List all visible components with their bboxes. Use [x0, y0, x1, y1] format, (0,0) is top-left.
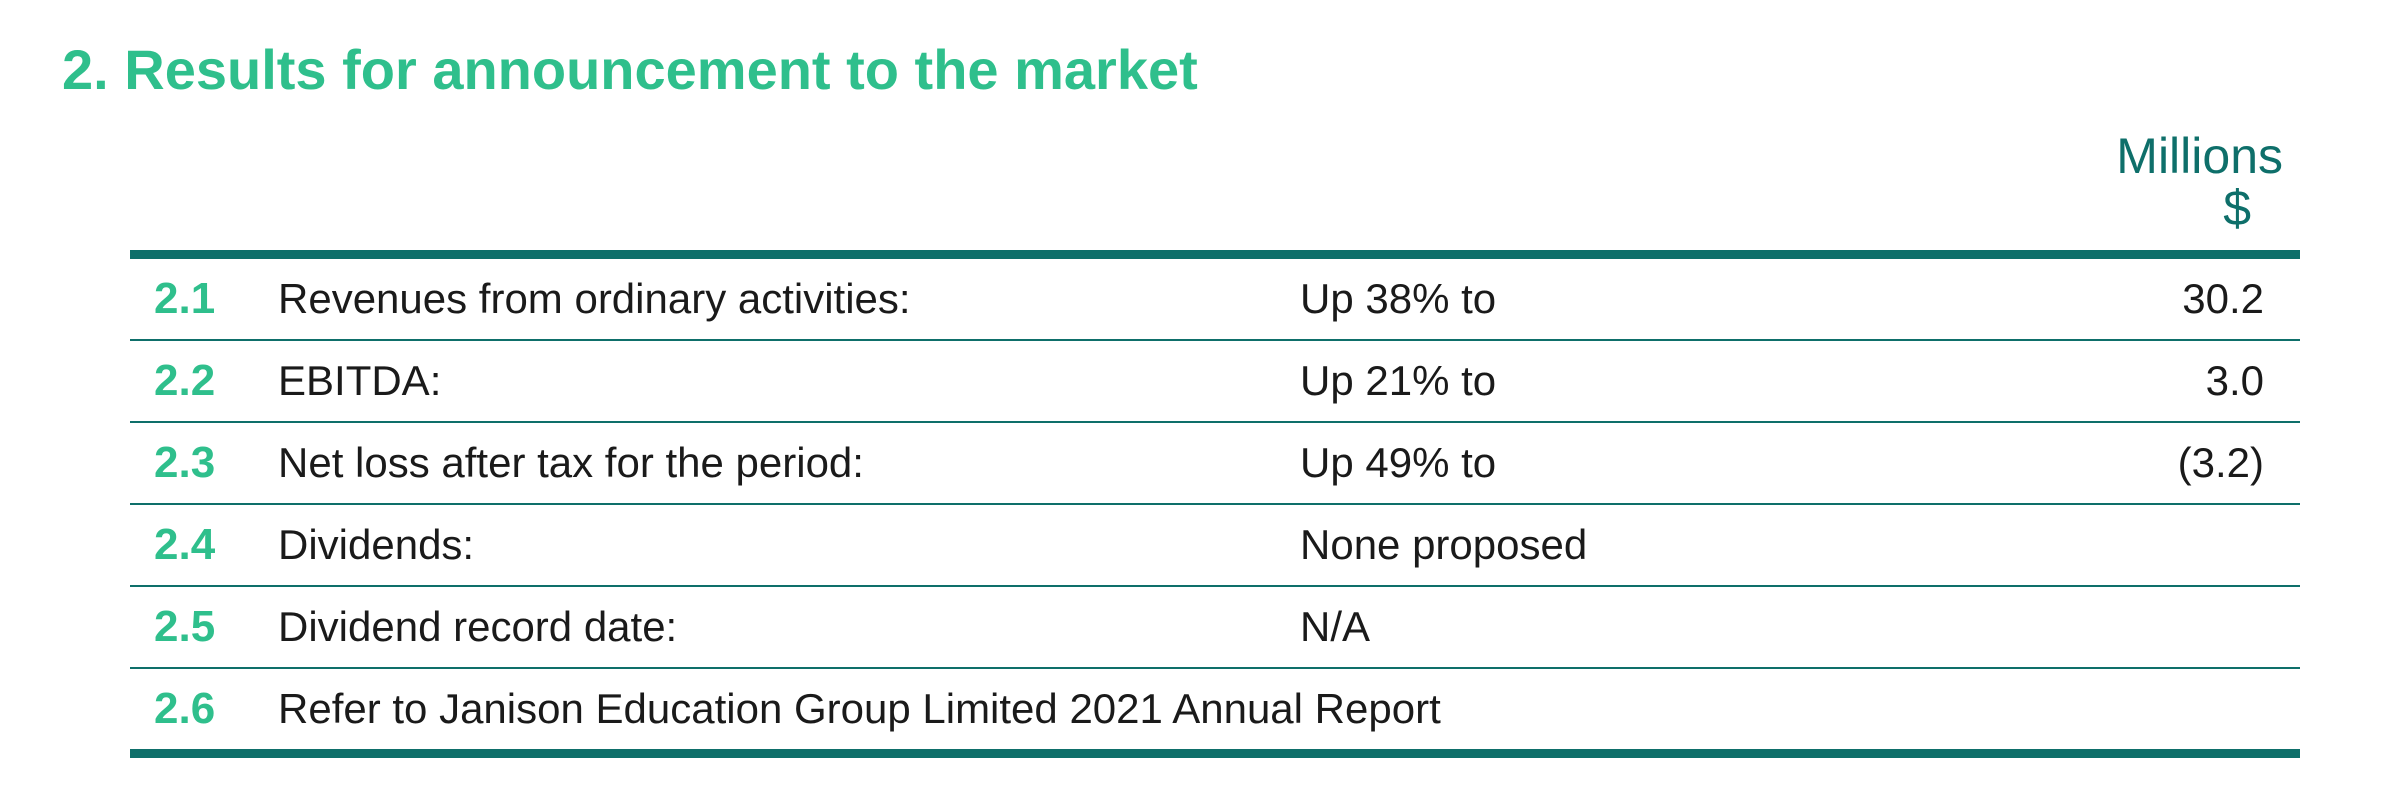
row-number: 2.2 [154, 356, 216, 405]
row-number: 2.1 [154, 274, 216, 323]
table-row: 2.5 Dividend record date: N/A [130, 587, 2300, 669]
table-row: 2.1 Revenues from ordinary activities: U… [130, 259, 2300, 341]
units-label: Millions $ [2116, 130, 2283, 234]
row-description: Refer to Janison Education Group Limited… [278, 685, 1441, 732]
units-currency: $ [2223, 180, 2251, 236]
units-millions: Millions [2116, 128, 2283, 184]
row-amount: 30.2 [2182, 275, 2264, 322]
row-change: N/A [1300, 603, 1371, 650]
row-description: EBITDA: [278, 357, 442, 404]
row-description: Net loss after tax for the period: [278, 439, 864, 486]
row-description: Dividend record date: [278, 603, 678, 650]
row-number: 2.6 [154, 684, 216, 733]
row-change: None proposed [1300, 521, 1588, 568]
table-row: 2.4 Dividends: None proposed [130, 505, 2300, 587]
row-description: Revenues from ordinary activities: [278, 275, 911, 322]
row-number: 2.4 [154, 520, 216, 569]
row-change: Up 21% to [1300, 357, 1497, 404]
row-change: Up 38% to [1300, 275, 1497, 322]
table-row: 2.2 EBITDA: Up 21% to 3.0 [130, 341, 2300, 423]
row-amount: 3.0 [2205, 357, 2264, 404]
row-description: Dividends: [278, 521, 475, 568]
row-change: Up 49% to [1300, 439, 1497, 486]
row-number: 2.5 [154, 602, 216, 651]
section-title: 2. Results for announcement to the marke… [62, 38, 1198, 101]
table-row: 2.3 Net loss after tax for the period: U… [130, 423, 2300, 505]
results-table: 2.1 Revenues from ordinary activities: U… [130, 250, 2300, 758]
row-amount: (3.2) [2177, 439, 2264, 486]
row-number: 2.3 [154, 438, 216, 487]
table-row: 2.6 Refer to Janison Education Group Lim… [130, 669, 2300, 749]
